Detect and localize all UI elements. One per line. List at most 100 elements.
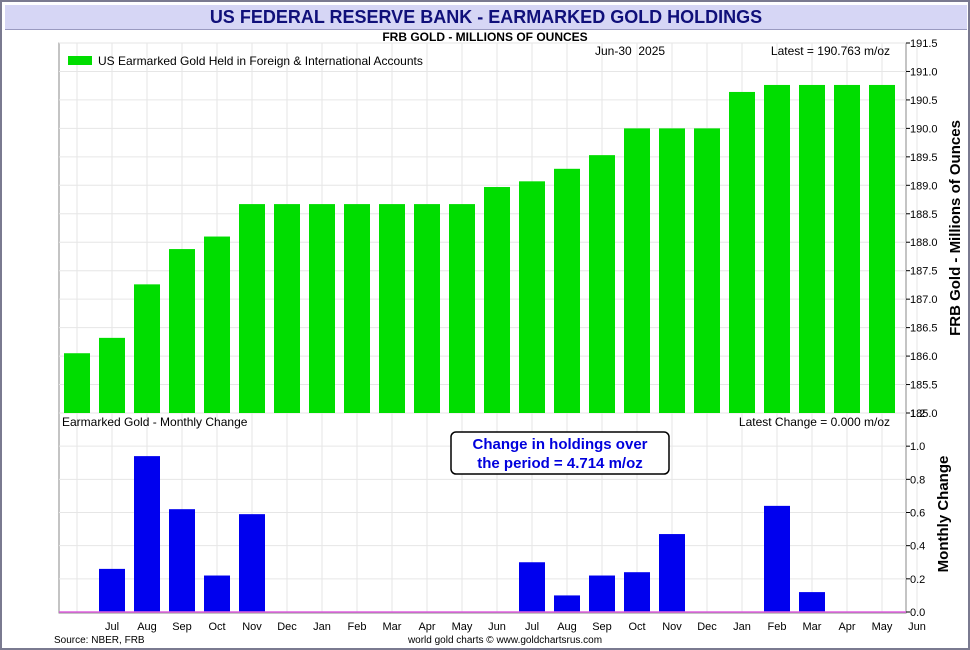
lower-bar	[204, 575, 230, 612]
x-tick-label: Jun	[908, 621, 926, 633]
upper-bar	[449, 204, 475, 413]
upper-bars	[64, 84, 895, 414]
lower-bar	[659, 534, 685, 612]
x-tick-label: May	[872, 621, 893, 633]
x-tick-label: Feb	[768, 621, 787, 633]
x-tick-label: Feb	[348, 621, 367, 633]
lower-bar	[799, 592, 825, 612]
upper-bar	[274, 204, 300, 413]
x-tick-label: Apr	[418, 621, 435, 633]
x-tick-label: Dec	[277, 621, 297, 633]
upper-bar	[309, 204, 335, 413]
upper-y-tick-label: 187.0	[910, 294, 938, 306]
x-tick-label: Jan	[733, 621, 751, 633]
upper-y-tick-label: 191.5	[910, 38, 938, 50]
lower-bar	[764, 505, 790, 612]
x-tick-label: Jun	[488, 621, 506, 633]
upper-y-axis-ticks: 191.5 191.0 190.5 190.0 189.5 189.0 188.5 188.0…	[906, 38, 938, 420]
callout-line-1: Change in holdings over	[472, 436, 647, 453]
latest-label: Latest = 190.763 m/oz	[771, 44, 890, 58]
lower-y-axis-ticks: 1.2 1.0 0.8 0.6 0.4 0.2 0.0	[906, 408, 925, 619]
lower-bars	[99, 456, 825, 612]
upper-bar	[659, 128, 685, 413]
callout-line-2: the period = 4.714 m/oz	[477, 455, 642, 472]
x-tick-label: Sep	[172, 621, 192, 633]
lower-panel-title: Earmarked Gold - Monthly Change	[62, 415, 248, 429]
x-tick-label: Nov	[662, 621, 682, 633]
upper-y-axis-label: FRB Gold - Millions of Ounces	[947, 120, 964, 336]
credit-label: world gold charts © www.goldchartsrus.co…	[407, 635, 602, 646]
x-axis-ticks: Jul Aug Sep Oct Nov Dec Jan Feb Mar Apr May Jun Jul A…	[105, 621, 926, 633]
lower-y-tick-label: 1.0	[910, 441, 925, 453]
lower-y-tick-label: 0.8	[910, 474, 925, 486]
x-tick-label: Sep	[592, 621, 612, 633]
lower-bar	[99, 568, 125, 612]
upper-bar	[99, 337, 125, 413]
upper-y-tick-label: 185.5	[910, 380, 938, 392]
upper-y-tick-label: 189.5	[910, 152, 938, 164]
upper-bar	[344, 204, 370, 413]
chart-title: US FEDERAL RESERVE BANK - EARMARKED GOLD…	[209, 7, 763, 27]
upper-bar	[414, 204, 440, 413]
lower-y-tick-label: 0.0	[910, 607, 925, 619]
upper-y-tick-label: 185.0	[910, 408, 938, 420]
upper-y-tick-label: 188.5	[910, 209, 938, 221]
lower-bar	[134, 456, 160, 612]
upper-bar	[554, 168, 580, 413]
callout-box: Change in holdings over the period = 4.7…	[450, 431, 670, 475]
date-label: Jun-30 2025	[595, 44, 665, 58]
chart-subtitle: FRB GOLD - MILLIONS OF OUNCES	[382, 30, 587, 44]
upper-y-tick-label: 188.0	[910, 237, 938, 249]
lower-latest-label: Latest Change = 0.000 m/oz	[739, 415, 890, 429]
upper-bar	[764, 84, 790, 414]
x-tick-label: Nov	[242, 621, 262, 633]
lower-bar	[554, 595, 580, 612]
upper-bar	[64, 353, 90, 413]
upper-bar	[239, 204, 265, 413]
x-tick-label: Mar	[803, 621, 822, 633]
upper-bar	[799, 84, 825, 414]
x-tick-label: Aug	[137, 621, 157, 633]
lower-bar	[239, 514, 265, 612]
x-tick-label: Jan	[313, 621, 331, 633]
upper-y-tick-label: 189.0	[910, 180, 938, 192]
x-tick-label: Aug	[557, 621, 577, 633]
upper-bar	[589, 155, 615, 413]
lower-bar	[169, 509, 195, 612]
x-tick-label: Dec	[697, 621, 717, 633]
x-tick-label: Apr	[838, 621, 855, 633]
legend-swatch	[68, 56, 92, 65]
upper-bar	[869, 84, 895, 414]
upper-y-tick-label: 187.5	[910, 266, 938, 278]
lower-bar	[519, 562, 545, 612]
upper-bar	[694, 128, 720, 413]
legend-label: US Earmarked Gold Held in Foreign & Inte…	[98, 54, 423, 68]
title-bar: US FEDERAL RESERVE BANK - EARMARKED GOLD…	[5, 5, 967, 30]
upper-bar	[624, 128, 650, 413]
upper-bar	[379, 204, 405, 413]
x-tick-label: Jul	[105, 621, 119, 633]
x-tick-label: Mar	[383, 621, 402, 633]
lower-bar	[624, 572, 650, 612]
upper-y-tick-label: 186.0	[910, 351, 938, 363]
upper-bar	[484, 187, 510, 413]
lower-y-tick-label: 1.2	[910, 408, 925, 420]
x-tick-label: Jul	[525, 621, 539, 633]
source-label: Source: NBER, FRB	[54, 635, 145, 646]
lower-y-tick-label: 0.6	[910, 508, 925, 520]
lower-y-tick-label: 0.4	[910, 541, 925, 553]
upper-y-tick-label: 186.5	[910, 323, 938, 335]
upper-y-tick-label: 191.0	[910, 66, 938, 78]
x-tick-label: Oct	[628, 621, 645, 633]
upper-bar	[729, 91, 755, 413]
lower-y-tick-label: 0.2	[910, 574, 925, 586]
x-tick-label: Oct	[208, 621, 225, 633]
upper-bar	[204, 236, 230, 413]
upper-y-tick-label: 190.0	[910, 123, 938, 135]
x-tick-label: May	[452, 621, 473, 633]
callout-border	[450, 431, 670, 475]
upper-y-tick-label: 190.5	[910, 95, 938, 107]
upper-bar	[169, 249, 195, 413]
lower-bar	[589, 575, 615, 612]
